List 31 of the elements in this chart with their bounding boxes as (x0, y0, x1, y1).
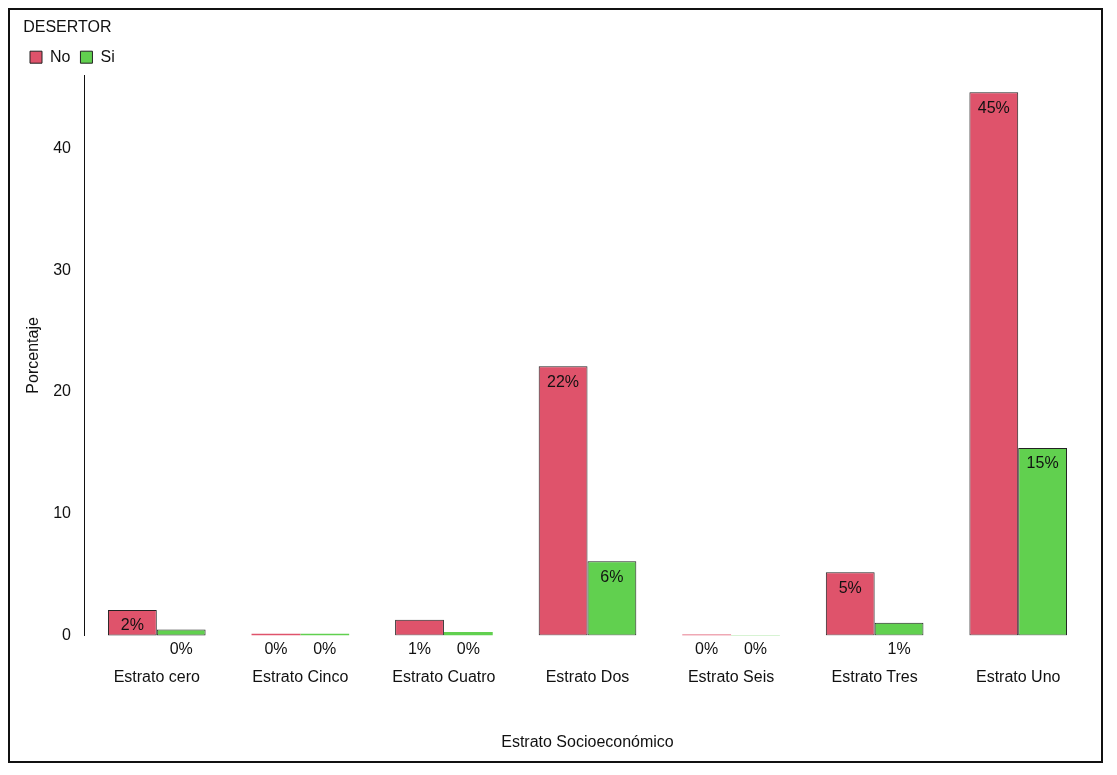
data-label: 45% (977, 98, 1010, 116)
x-tick-label: Estrato Tres (831, 667, 918, 685)
data-label: 15% (1026, 454, 1059, 472)
data-label: 0% (695, 640, 719, 658)
y-axis-title: Porcentaje (24, 317, 42, 394)
data-label: 22% (547, 372, 580, 390)
data-label: 0% (456, 640, 480, 658)
x-tick-label: Estrato Cinco (252, 667, 349, 685)
x-tick-label: Estrato cero (113, 667, 201, 685)
data-label: 0% (313, 640, 337, 658)
data-label: 0% (169, 640, 193, 658)
y-tick-label: 40 (53, 138, 72, 156)
x-tick-label: Estrato Cuatro (392, 667, 496, 685)
legend-label: Si (100, 47, 115, 65)
data-label: 2% (120, 616, 144, 634)
x-tick-label: Estrato Dos (545, 667, 630, 685)
data-label: 0% (264, 640, 288, 658)
x-tick-label: Estrato Uno (975, 667, 1061, 685)
x-axis-title: Estrato Socioeconómico (501, 732, 674, 750)
y-tick-label: 20 (53, 382, 72, 400)
data-label: 1% (407, 640, 432, 658)
data-label: 5% (838, 578, 862, 596)
legend-label: No (50, 47, 71, 65)
y-tick-label: 30 (53, 260, 72, 278)
y-tick-label: 10 (53, 504, 72, 522)
legend-title: DESERTOR (23, 18, 112, 36)
data-label: 1% (887, 640, 911, 658)
y-tick-label: 0 (62, 626, 72, 644)
data-label: 0% (743, 640, 768, 658)
data-label: 6% (600, 567, 624, 585)
x-tick-label: Estrato Seis (687, 667, 775, 685)
